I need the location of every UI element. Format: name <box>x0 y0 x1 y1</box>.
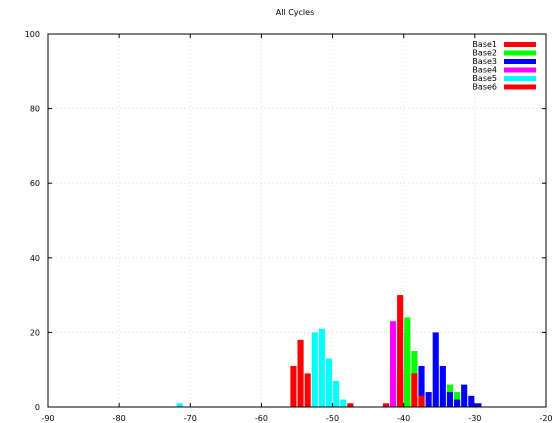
y-tick-label: 40 <box>30 254 40 263</box>
bar-base2 <box>454 392 461 407</box>
bar-base3 <box>446 392 454 407</box>
legend-label: Base5 <box>472 74 497 83</box>
bar-base3 <box>461 384 468 407</box>
y-tick-label: 20 <box>30 328 40 337</box>
bar-base6 <box>304 373 311 407</box>
bar-base3 <box>439 365 446 407</box>
legend-label: Base3 <box>472 57 497 66</box>
legend-label: Base1 <box>472 40 497 49</box>
x-tick-label: -70 <box>184 414 197 423</box>
legend-swatch <box>504 59 536 64</box>
x-tick-label: -40 <box>397 414 410 423</box>
x-tick-label: -60 <box>255 414 268 423</box>
bar-base3 <box>454 399 461 407</box>
y-tick-label: 60 <box>30 179 40 188</box>
legend-swatch <box>504 42 536 47</box>
bar-base5 <box>333 380 340 407</box>
bar-base6 <box>382 403 389 407</box>
x-tick-label: -30 <box>468 414 481 423</box>
bar-base5 <box>325 358 333 407</box>
legend-swatch <box>504 67 536 73</box>
bar-base6 <box>411 373 418 407</box>
bar-base1 <box>397 295 404 407</box>
bar-base5 <box>340 399 347 407</box>
grid <box>48 34 546 407</box>
y-tick-label: 0 <box>35 403 40 412</box>
bar-base5 <box>311 332 318 407</box>
legend-swatch <box>504 50 536 56</box>
bar-base3 <box>432 332 439 407</box>
bar-base3 <box>418 365 425 407</box>
x-tick-label: -90 <box>41 414 54 423</box>
y-tick-label: 80 <box>30 105 40 114</box>
bar-base2 <box>404 317 411 407</box>
x-tick-label: -50 <box>326 414 339 423</box>
bar-base4 <box>389 321 397 407</box>
bar-base5 <box>176 403 183 407</box>
chart-title: All Cycles <box>276 8 315 17</box>
bar-base6 <box>297 339 304 407</box>
x-tick-label: -20 <box>539 414 552 423</box>
legend-swatch <box>504 84 536 90</box>
axis-ticks: -90 -80 -70 -60 -50 -40 -30 -20 0 20 40 60 80 100 <box>25 30 553 423</box>
bar-base6 <box>290 365 297 407</box>
bar-base3 <box>425 392 432 407</box>
bar-base3 <box>475 403 482 407</box>
bar-base5 <box>318 328 325 407</box>
bar-base6 <box>347 403 354 407</box>
bar-base6 <box>418 395 425 407</box>
y-tick-label: 100 <box>25 30 40 39</box>
legend-label: Base6 <box>472 83 497 92</box>
legend-swatch <box>504 76 536 81</box>
bar-base3 <box>468 395 475 407</box>
bar-base6 <box>397 369 404 407</box>
legend-label: Base2 <box>472 49 497 58</box>
legend-label: Base4 <box>472 66 497 75</box>
plot-frame <box>47 33 547 408</box>
bars <box>176 295 482 407</box>
x-tick-label: -80 <box>113 414 126 423</box>
